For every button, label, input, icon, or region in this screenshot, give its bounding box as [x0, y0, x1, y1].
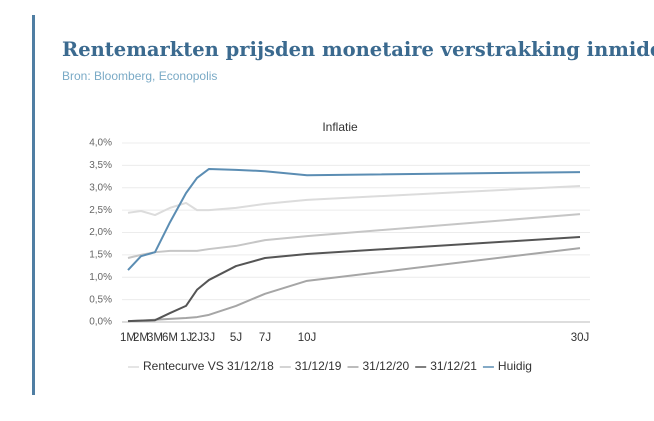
y-tick-label: 3,0% — [89, 182, 112, 193]
page-subtitle: Bron: Bloomberg, Econopolis — [62, 69, 218, 83]
x-tick-label: 30J — [571, 332, 590, 344]
legend-label: Rentecurve VS 31/12/18 — [143, 359, 274, 373]
legend-label: 31/12/20 — [362, 359, 409, 373]
accent-bar — [32, 15, 35, 395]
x-tick-label: 2J — [191, 332, 203, 344]
x-tick-label: 3J — [203, 332, 215, 344]
legend-label: Huidig — [498, 359, 532, 373]
y-tick-label: 0,0% — [89, 317, 112, 328]
x-tick-label: 6M — [162, 332, 178, 344]
y-tick-label: 0,5% — [89, 294, 112, 305]
legend-label: 31/12/21 — [430, 359, 477, 373]
series-line — [127, 184, 581, 217]
y-tick-label: 1,0% — [89, 272, 112, 283]
page-title: Rentemarkten prijsden monetaire verstrak… — [62, 38, 654, 61]
y-tick-label: 2,0% — [89, 227, 112, 238]
x-tick-label: 1J — [180, 332, 192, 344]
legend-label: 31/12/19 — [295, 359, 342, 373]
x-tick-label: 3M — [147, 332, 163, 344]
y-tick-label: 4,0% — [89, 138, 112, 149]
x-tick-label: 10J — [298, 332, 317, 344]
chart-title: Inflatie — [322, 120, 358, 134]
x-tick-label: 5J — [230, 332, 242, 344]
x-tick-label: 1M — [120, 332, 136, 344]
series-line — [127, 247, 581, 323]
x-tick-label: 7J — [259, 332, 271, 344]
x-tick-label: 2M — [133, 332, 149, 344]
series-line — [127, 167, 581, 271]
series-line — [127, 235, 581, 323]
y-tick-label: 2,5% — [89, 205, 112, 216]
y-tick-label: 3,5% — [89, 160, 112, 171]
y-tick-label: 1,5% — [89, 250, 112, 261]
